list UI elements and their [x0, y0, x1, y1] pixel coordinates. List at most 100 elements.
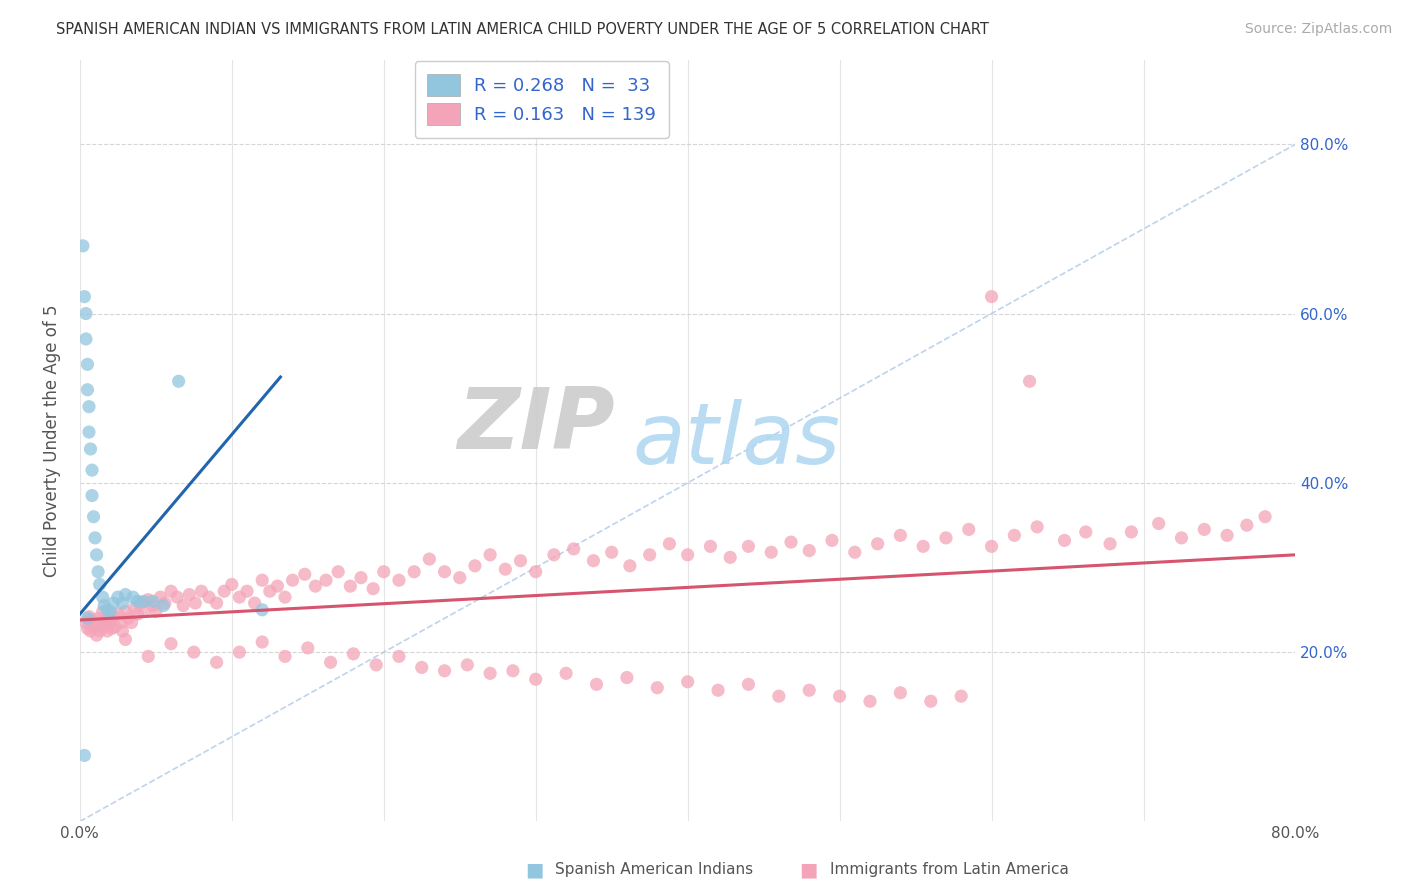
Point: [107, 590, 129, 604]
Point: [184, 596, 207, 610]
Point: [104, 620, 127, 634]
Point: [79, 442, 101, 456]
Point: [96, 624, 118, 638]
Text: Immigrants from Latin America: Immigrants from Latin America: [830, 863, 1069, 877]
Point: [1002, 528, 1025, 542]
Point: [97, 609, 120, 624]
Text: SPANISH AMERICAN INDIAN VS IMMIGRANTS FROM LATIN AMERICA CHILD POVERTY UNDER THE: SPANISH AMERICAN INDIAN VS IMMIGRANTS FR…: [56, 22, 988, 37]
Legend: R = 0.268   N =  33, R = 0.163   N = 139: R = 0.268 N = 33, R = 0.163 N = 139: [415, 61, 669, 137]
Point: [121, 615, 143, 630]
Point: [124, 601, 146, 615]
Point: [524, 565, 547, 579]
Point: [98, 615, 121, 630]
Point: [562, 541, 585, 556]
Point: [449, 571, 471, 585]
Point: [1216, 528, 1239, 542]
Point: [821, 533, 844, 548]
Point: [828, 689, 851, 703]
Point: [205, 596, 228, 610]
Point: [75, 332, 97, 346]
Point: [274, 590, 297, 604]
Point: [250, 635, 273, 649]
Point: [582, 554, 605, 568]
Point: [1026, 520, 1049, 534]
Point: [91, 605, 114, 619]
Point: [737, 539, 759, 553]
Point: [136, 592, 159, 607]
Point: [75, 307, 97, 321]
Point: [250, 603, 273, 617]
Point: [479, 666, 502, 681]
Point: [799, 543, 821, 558]
Point: [1018, 374, 1040, 388]
Point: [93, 620, 115, 634]
Point: [91, 590, 114, 604]
Point: [304, 579, 326, 593]
Point: [616, 671, 638, 685]
Point: [319, 656, 342, 670]
Point: [418, 552, 440, 566]
Point: [274, 649, 297, 664]
Point: [212, 584, 235, 599]
Point: [1170, 531, 1192, 545]
Point: [76, 357, 98, 371]
Point: [676, 674, 699, 689]
Point: [75, 615, 97, 630]
Point: [89, 624, 111, 638]
Point: [281, 573, 304, 587]
Point: [122, 590, 145, 604]
Point: [86, 628, 108, 642]
Point: [132, 594, 155, 608]
Point: [350, 571, 373, 585]
Point: [980, 290, 1002, 304]
Point: [166, 590, 188, 604]
Y-axis label: Child Poverty Under the Age of 5: Child Poverty Under the Age of 5: [44, 304, 60, 577]
Point: [127, 607, 149, 621]
Point: [373, 565, 395, 579]
Point: [328, 565, 350, 579]
Point: [658, 537, 681, 551]
Text: ■: ■: [524, 860, 544, 880]
Point: [142, 599, 165, 613]
Point: [619, 558, 641, 573]
Point: [80, 613, 103, 627]
Point: [101, 622, 124, 636]
Point: [84, 618, 107, 632]
Point: [172, 599, 194, 613]
Point: [142, 594, 165, 608]
Point: [73, 290, 96, 304]
Point: [160, 637, 183, 651]
Point: [555, 666, 578, 681]
Point: [103, 596, 125, 610]
Point: [889, 686, 911, 700]
Point: [179, 588, 201, 602]
Point: [297, 640, 319, 655]
Point: [243, 596, 266, 610]
Point: [676, 548, 699, 562]
Point: [86, 548, 108, 562]
Point: [543, 548, 565, 562]
Point: [79, 624, 101, 638]
Point: [198, 590, 221, 604]
Point: [844, 545, 866, 559]
Point: [136, 649, 159, 664]
Text: atlas: atlas: [633, 399, 841, 482]
Point: [127, 594, 149, 608]
Point: [145, 605, 167, 619]
Point: [89, 577, 111, 591]
Point: [699, 539, 721, 553]
Point: [509, 554, 531, 568]
Point: [103, 609, 125, 624]
Point: [950, 689, 973, 703]
Point: [799, 683, 821, 698]
Point: [707, 683, 730, 698]
Point: [1147, 516, 1170, 531]
Point: [920, 694, 942, 708]
Point: [524, 672, 547, 686]
Point: [80, 463, 103, 477]
Point: [87, 611, 110, 625]
Point: [73, 748, 96, 763]
Point: [1053, 533, 1076, 548]
Point: [388, 573, 411, 587]
Point: [94, 613, 117, 627]
